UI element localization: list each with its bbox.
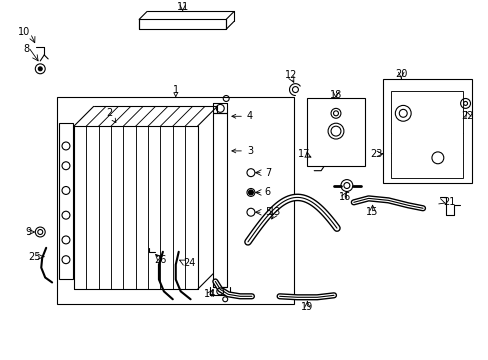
- Text: 19: 19: [301, 302, 313, 312]
- Text: 2: 2: [106, 108, 116, 122]
- Bar: [213, 113, 227, 287]
- Text: 13: 13: [268, 207, 280, 217]
- Circle shape: [248, 190, 253, 195]
- Text: 7: 7: [264, 168, 270, 178]
- Text: 6: 6: [264, 188, 270, 197]
- Text: 12: 12: [285, 70, 297, 80]
- Text: 20: 20: [394, 69, 407, 79]
- Text: 8: 8: [23, 44, 29, 54]
- Text: 16: 16: [338, 192, 350, 202]
- Text: 24: 24: [183, 258, 196, 268]
- Text: 22: 22: [460, 111, 473, 121]
- Bar: [306, 99, 364, 166]
- Bar: [390, 91, 462, 177]
- Text: 17: 17: [298, 149, 310, 159]
- Text: 14: 14: [204, 289, 216, 299]
- Text: 3: 3: [231, 146, 252, 156]
- Text: 26: 26: [154, 255, 167, 265]
- Bar: [59, 123, 73, 279]
- Text: 4: 4: [231, 111, 252, 121]
- Bar: [139, 19, 226, 29]
- Text: 9: 9: [25, 227, 31, 237]
- Bar: [383, 79, 471, 183]
- Text: 1: 1: [172, 85, 179, 97]
- Text: 10: 10: [18, 27, 30, 37]
- Text: 18: 18: [329, 90, 342, 99]
- Text: 5: 5: [264, 207, 270, 217]
- Text: 15: 15: [366, 207, 378, 217]
- Bar: [57, 96, 294, 304]
- Text: 11: 11: [176, 3, 188, 13]
- Text: 21: 21: [442, 197, 454, 207]
- Text: 23: 23: [369, 149, 382, 159]
- Text: 25: 25: [28, 252, 40, 262]
- Circle shape: [38, 67, 42, 71]
